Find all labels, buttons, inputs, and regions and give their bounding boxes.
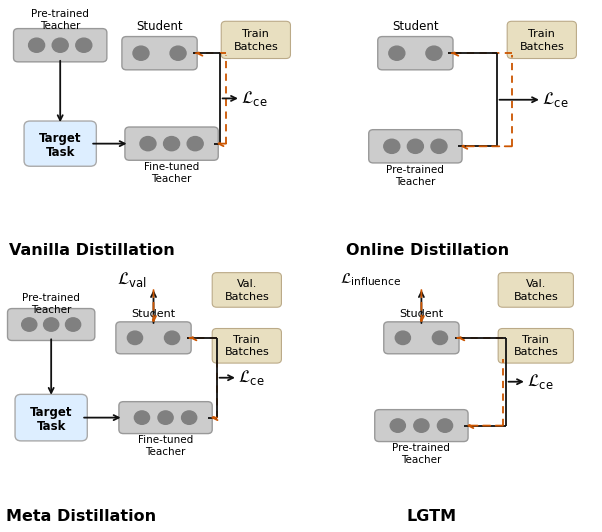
Circle shape	[128, 331, 143, 345]
Circle shape	[66, 318, 81, 331]
Circle shape	[170, 46, 186, 60]
FancyBboxPatch shape	[24, 121, 96, 166]
Text: Batches: Batches	[514, 347, 558, 358]
Text: Train: Train	[234, 335, 260, 345]
Text: Pre-trained: Pre-trained	[31, 9, 89, 19]
FancyBboxPatch shape	[122, 37, 197, 70]
Circle shape	[164, 331, 179, 345]
FancyBboxPatch shape	[378, 37, 453, 70]
Text: Train: Train	[529, 29, 555, 39]
Text: Pre-trained: Pre-trained	[386, 165, 444, 175]
Text: Fine-tuned: Fine-tuned	[144, 162, 199, 172]
Circle shape	[426, 46, 442, 60]
Text: Online Distillation: Online Distillation	[346, 243, 509, 258]
Circle shape	[29, 38, 45, 52]
FancyBboxPatch shape	[116, 322, 191, 354]
Text: Teacher: Teacher	[31, 305, 72, 315]
Circle shape	[158, 411, 173, 425]
Circle shape	[396, 331, 411, 345]
Text: LGTM: LGTM	[406, 509, 456, 524]
FancyBboxPatch shape	[374, 410, 468, 442]
Circle shape	[182, 411, 197, 425]
Text: Batches: Batches	[225, 292, 269, 302]
Text: Val.: Val.	[526, 279, 546, 289]
Text: $\mathcal{L}_{\mathrm{ce}}$: $\mathcal{L}_{\mathrm{ce}}$	[542, 90, 568, 109]
Text: Task: Task	[46, 146, 75, 160]
FancyBboxPatch shape	[119, 402, 212, 434]
Text: $\mathcal{L}_{\mathrm{val}}$: $\mathcal{L}_{\mathrm{val}}$	[117, 270, 147, 289]
FancyBboxPatch shape	[498, 272, 573, 307]
Text: Pre-trained: Pre-trained	[393, 443, 450, 453]
Circle shape	[52, 38, 68, 52]
Circle shape	[389, 46, 405, 60]
Circle shape	[76, 38, 92, 52]
Text: Batches: Batches	[514, 292, 558, 302]
FancyBboxPatch shape	[222, 21, 290, 59]
Circle shape	[438, 419, 453, 433]
Circle shape	[390, 419, 405, 433]
Text: Vanilla Distillation: Vanilla Distillation	[9, 243, 175, 258]
FancyBboxPatch shape	[125, 127, 219, 160]
Text: Student: Student	[131, 309, 176, 319]
FancyBboxPatch shape	[14, 29, 107, 62]
FancyBboxPatch shape	[212, 328, 281, 363]
Text: Teacher: Teacher	[40, 21, 81, 30]
Circle shape	[187, 137, 203, 151]
Circle shape	[43, 318, 59, 331]
Text: Teacher: Teacher	[395, 177, 436, 187]
Text: Batches: Batches	[520, 41, 564, 52]
Circle shape	[431, 139, 447, 153]
Text: Target: Target	[39, 132, 81, 145]
Text: Teacher: Teacher	[401, 455, 442, 465]
Text: Student: Student	[399, 309, 444, 319]
FancyBboxPatch shape	[384, 322, 459, 354]
Text: $\mathcal{L}_{\mathrm{ce}}$: $\mathcal{L}_{\mathrm{ce}}$	[238, 368, 264, 387]
Circle shape	[408, 139, 423, 153]
Text: Task: Task	[37, 420, 66, 434]
FancyBboxPatch shape	[7, 309, 95, 340]
FancyBboxPatch shape	[212, 272, 281, 307]
Circle shape	[134, 411, 149, 425]
Text: Teacher: Teacher	[151, 174, 192, 184]
Text: Target: Target	[30, 406, 72, 419]
Circle shape	[384, 139, 400, 153]
Circle shape	[22, 318, 37, 331]
Text: Pre-trained: Pre-trained	[22, 293, 80, 303]
Text: Batches: Batches	[225, 347, 269, 358]
Text: Fine-tuned: Fine-tuned	[138, 435, 193, 445]
Text: $\mathcal{L}_{\mathrm{influence}}$: $\mathcal{L}_{\mathrm{influence}}$	[340, 271, 402, 288]
Circle shape	[133, 46, 149, 60]
FancyBboxPatch shape	[498, 328, 573, 363]
Text: Train: Train	[243, 29, 269, 39]
Text: Student: Student	[136, 20, 183, 33]
Text: Teacher: Teacher	[145, 447, 186, 457]
Text: Batches: Batches	[234, 41, 278, 52]
Text: Student: Student	[392, 20, 439, 33]
FancyBboxPatch shape	[507, 21, 576, 59]
Circle shape	[432, 331, 447, 345]
Text: Meta Distillation: Meta Distillation	[6, 509, 156, 524]
Text: $\mathcal{L}_{\mathrm{ce}}$: $\mathcal{L}_{\mathrm{ce}}$	[241, 89, 267, 108]
Circle shape	[414, 419, 429, 433]
Circle shape	[164, 137, 179, 151]
FancyBboxPatch shape	[368, 130, 462, 163]
Text: Val.: Val.	[237, 279, 257, 289]
Circle shape	[140, 137, 156, 151]
FancyBboxPatch shape	[15, 394, 87, 441]
Text: Train: Train	[523, 335, 549, 345]
Text: $\mathcal{L}_{\mathrm{ce}}$: $\mathcal{L}_{\mathrm{ce}}$	[527, 372, 553, 391]
